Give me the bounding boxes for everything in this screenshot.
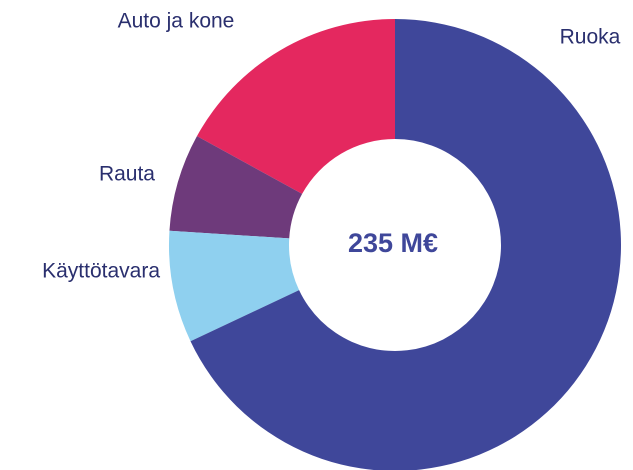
donut-segment — [196, 19, 395, 194]
donut-segment — [190, 19, 621, 470]
segment-label: Rauta — [99, 163, 155, 186]
donut-segment — [169, 230, 300, 342]
segment-label: Auto ja kone — [118, 10, 235, 33]
center-label: 235 M€ — [348, 228, 438, 258]
segment-label: Ruoka — [560, 26, 621, 49]
donut-segment — [169, 136, 303, 239]
segment-label: Käyttötavara — [42, 260, 160, 283]
